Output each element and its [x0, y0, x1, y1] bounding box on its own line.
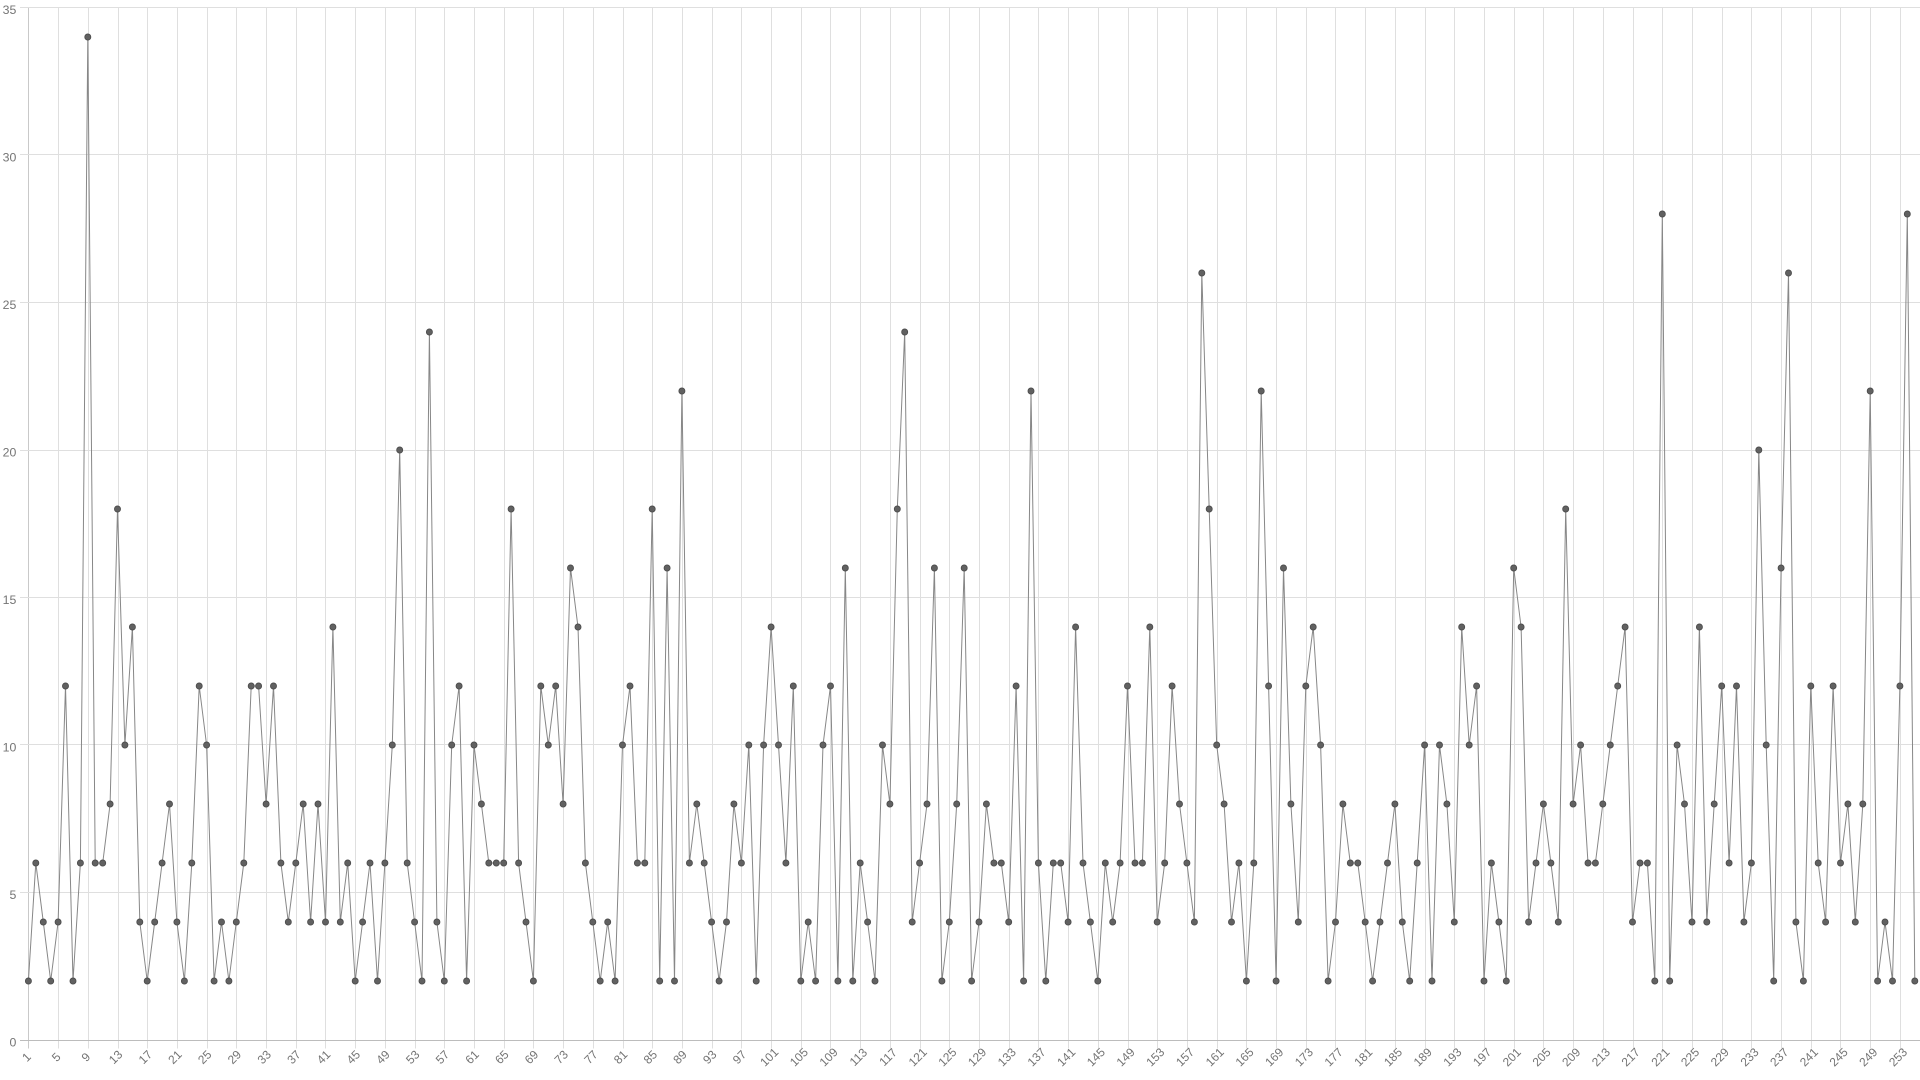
svg-text:35: 35 — [3, 3, 17, 17]
svg-text:15: 15 — [3, 593, 17, 607]
svg-text:25: 25 — [3, 298, 17, 312]
svg-text:30: 30 — [3, 151, 17, 165]
svg-text:10: 10 — [3, 741, 17, 755]
svg-text:0: 0 — [9, 1036, 16, 1050]
svg-text:20: 20 — [3, 446, 17, 460]
svg-text:5: 5 — [9, 888, 16, 902]
